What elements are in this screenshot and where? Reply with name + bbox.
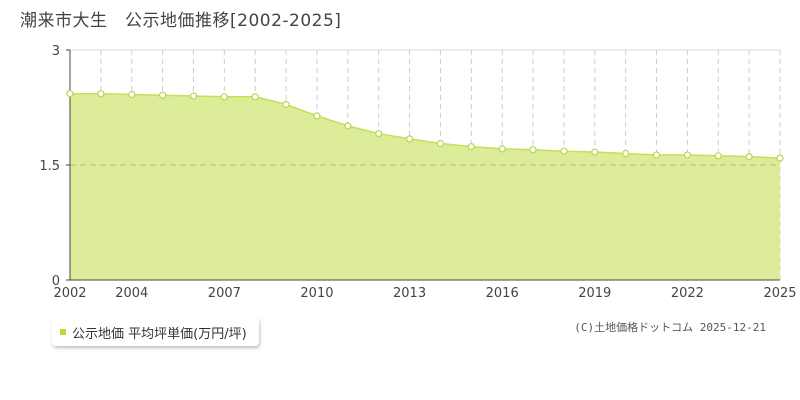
data-point [220,93,228,101]
x-tick-label: 2019 [578,286,611,300]
data-point [776,154,784,162]
x-tick-label: 2002 [53,286,86,300]
data-point [436,139,444,148]
x-tick-label: 2004 [115,286,148,300]
axes [66,49,780,281]
area-series [70,92,781,280]
data-point [591,148,599,156]
legend-label: 公示地価 平均坪単価(万円/坪) [72,326,247,342]
y-tick-label: 0 [52,274,60,289]
data-point [467,143,475,151]
data-point [745,153,753,161]
data-point [714,152,722,160]
data-point [683,151,692,159]
data-point [560,147,568,155]
data-point [622,149,630,158]
y-tick-label: 3 [52,44,60,59]
data-point [652,151,661,159]
x-tick-label: 2007 [208,286,241,300]
data-point [344,122,352,130]
data-point [498,145,506,153]
data-point [251,93,259,101]
data-point [282,100,290,109]
chart-title: 潮来市大生 公示地価推移[2002-2025] [20,11,342,31]
y-tick-label: 1.5 [39,159,60,174]
series-area-fill [70,93,780,280]
x-tick-label: 2016 [486,286,519,300]
data-point [66,90,74,98]
x-tick-label: 2025 [763,286,796,300]
x-tick-label: 2022 [671,286,704,300]
chart-area: 0 1.5 3 2002 2004 2007 2010 2013 2016 2019 2022 202… [39,44,796,300]
tick-labels: 0 1.5 3 2002 2004 2007 2010 2013 2016 2019 2022 202… [39,44,796,300]
legend-swatch [60,329,66,335]
legend: 公示地価 平均坪単価(万円/坪) [52,318,259,346]
x-tick-label: 2010 [300,286,333,300]
x-tick-label: 2013 [393,286,426,300]
data-point [406,135,414,143]
data-point [159,91,167,99]
data-point [97,90,105,98]
data-point [313,112,321,120]
data-point [128,90,136,99]
copyright-credit: (C)土地価格ドットコム 2025-12-21 [574,321,766,334]
data-point [375,130,383,138]
series-line [70,92,781,159]
data-points [66,90,784,162]
data-point [529,146,537,154]
data-point [189,92,198,100]
